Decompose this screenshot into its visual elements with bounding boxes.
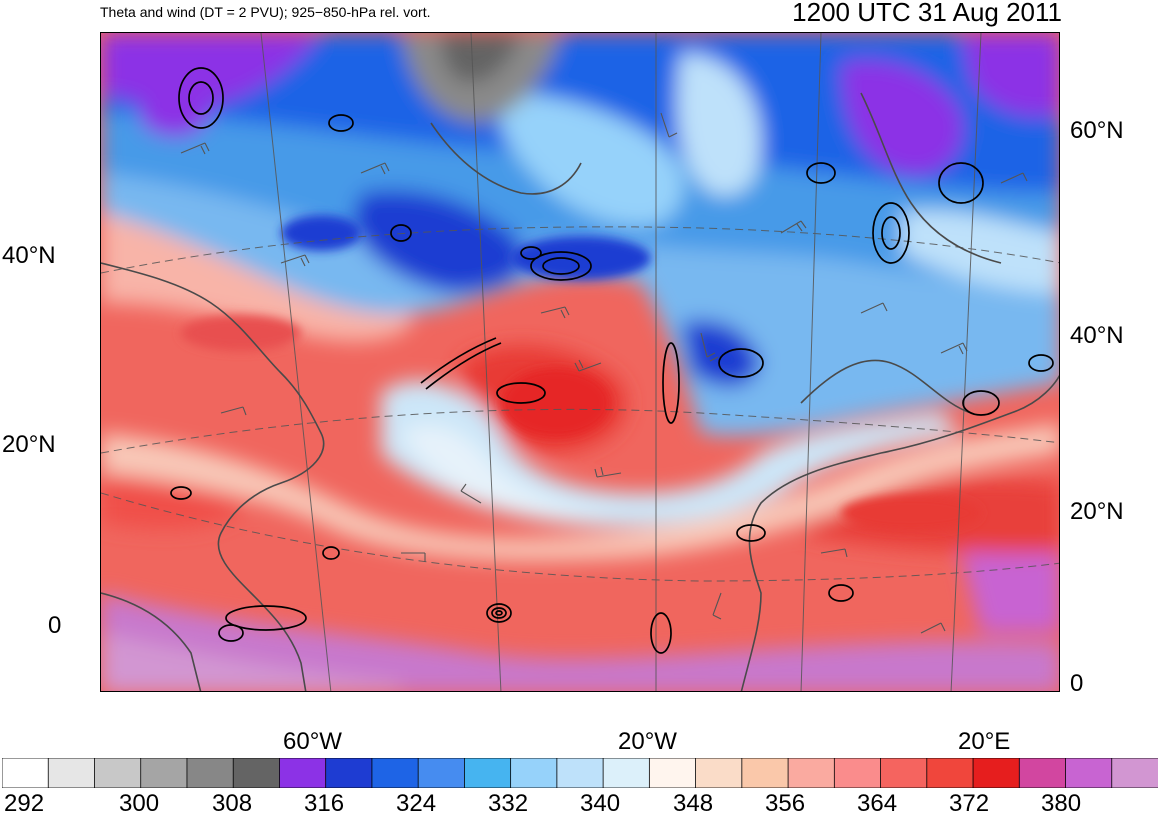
colorbar-label: 364 <box>857 790 898 817</box>
colorbar-swatch <box>602 758 651 788</box>
colorbar-label: 348 <box>673 790 714 817</box>
colorbar-label: 292 <box>4 790 45 817</box>
lon-label-20w: 20°W <box>618 728 677 755</box>
colorbar-swatch <box>787 758 836 788</box>
vorticity-contours <box>170 67 1054 654</box>
lat-label-left-20n: 20°N <box>2 431 56 458</box>
colorbar-label: 372 <box>949 790 990 817</box>
colorbar-label: 332 <box>488 790 529 817</box>
colorbar-swatch <box>972 758 1021 788</box>
lat-label-right-60n: 60°N <box>1070 117 1124 144</box>
colorbar-swatch <box>695 758 743 788</box>
colorbar-swatch <box>232 758 281 788</box>
colorbar-swatch <box>140 758 188 788</box>
theta-shading <box>101 33 1059 691</box>
map-panel <box>100 32 1060 692</box>
lat-label-left-40n: 40°N <box>2 242 56 269</box>
lat-label-left-0: 0 <box>48 612 62 639</box>
colorbar-swatch <box>2 758 50 788</box>
colorbar-label: 356 <box>765 790 806 817</box>
colorbar-swatch <box>833 758 882 788</box>
colorbar-swatch <box>186 758 235 788</box>
colorbar-label: 324 <box>396 790 437 817</box>
theta-field-map <box>101 33 1059 691</box>
colorbar-swatch <box>1111 758 1158 788</box>
colorbar-swatch <box>1065 758 1113 788</box>
colorbar-swatch <box>741 758 789 788</box>
lon-label-60w: 60°W <box>283 728 342 755</box>
theta-detail <box>181 215 981 531</box>
colorbar-swatch <box>94 758 142 788</box>
theta-colorbar <box>2 758 1158 788</box>
colorbar-swatch <box>1018 758 1067 788</box>
wind-barbs <box>180 112 1028 634</box>
coastlines <box>101 92 1059 691</box>
graticule <box>101 33 1059 691</box>
map-title: Theta and wind (DT = 2 PVU); 925−850-hPa… <box>100 4 431 20</box>
lat-label-right-40n: 40°N <box>1070 322 1124 349</box>
lon-label-20e: 20°E <box>958 728 1011 755</box>
colorbar-swatch <box>556 758 605 788</box>
colorbar-swatch <box>510 758 558 788</box>
colorbar-label: 316 <box>304 790 345 817</box>
colorbar-swatch <box>880 758 928 788</box>
colorbar-swatch <box>325 758 373 788</box>
colorbar-swatch <box>279 758 327 788</box>
colorbar-swatch <box>926 758 974 788</box>
colorbar-label: 340 <box>580 790 621 817</box>
colorbar-label: 300 <box>119 790 160 817</box>
colorbar-swatch <box>463 758 512 788</box>
colorbar-swatch <box>47 758 96 788</box>
colorbar-swatch <box>371 758 420 788</box>
colorbar-swatch <box>417 758 466 788</box>
colorbar-label: 380 <box>1041 790 1082 817</box>
lat-label-right-20n: 20°N <box>1070 498 1124 525</box>
map-date-title: 1200 UTC 31 Aug 2011 <box>792 0 1062 27</box>
colorbar-label: 308 <box>212 790 253 817</box>
colorbar-swatch <box>648 758 697 788</box>
lat-label-right-0: 0 <box>1070 670 1084 697</box>
